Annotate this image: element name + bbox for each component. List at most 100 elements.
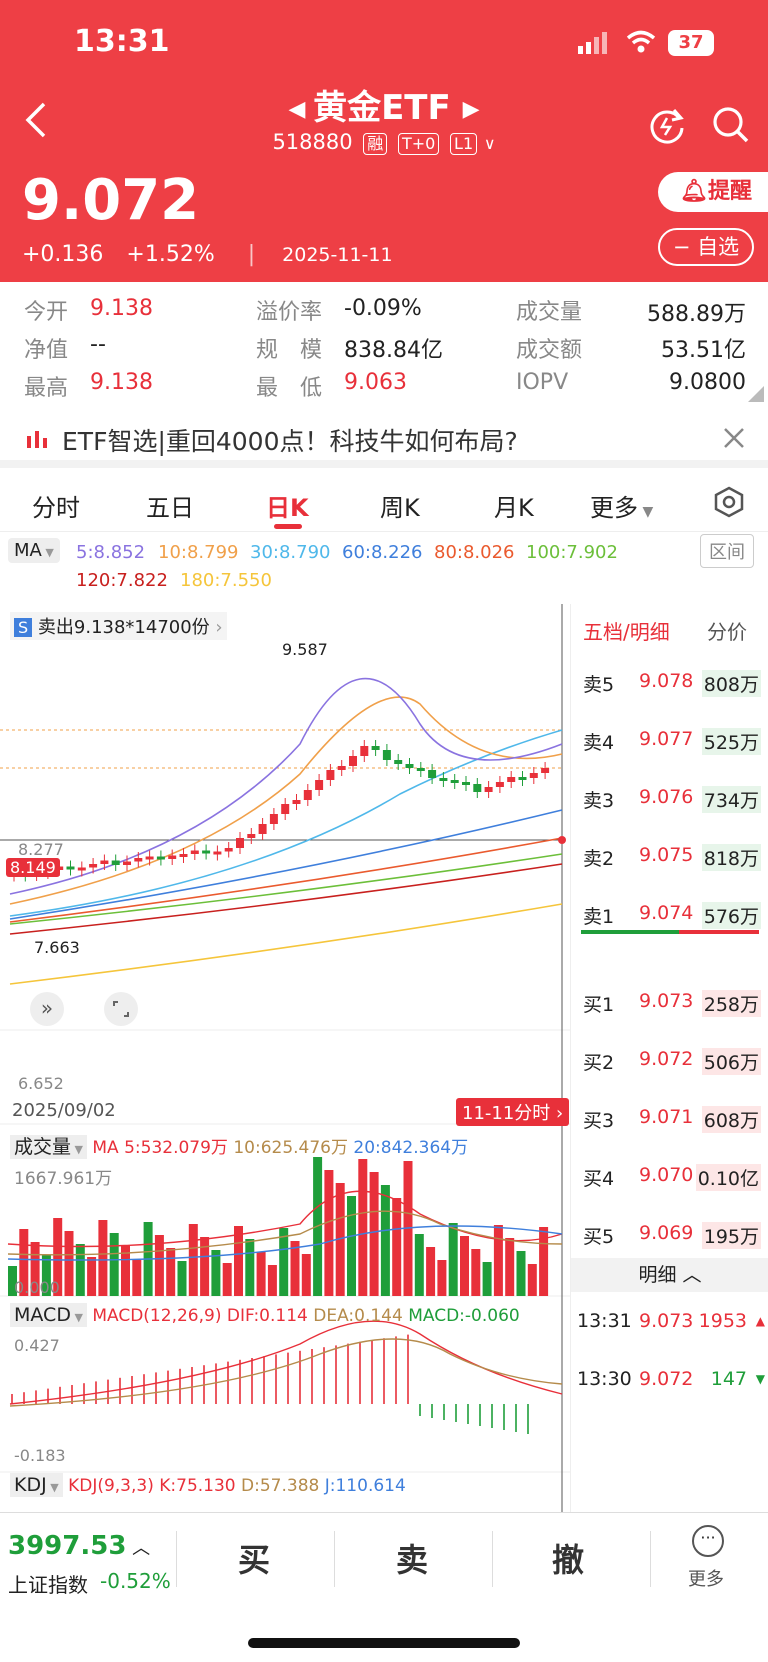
ma-line — [9, 809, 563, 920]
page-title[interactable]: ◀ 黄金ETF ▶ — [0, 80, 768, 129]
more-icon[interactable]: ··· — [692, 1525, 724, 1557]
volume-bar — [471, 1249, 481, 1296]
bid-row[interactable]: 买5 9.069 195万 — [571, 1214, 768, 1254]
candle-body — [66, 866, 75, 870]
bid-row[interactable]: 买1 9.073 258万 — [571, 982, 768, 1022]
tab-five-day[interactable]: 五日 — [146, 494, 194, 522]
volume-bar — [75, 1244, 85, 1296]
detail-toggle[interactable]: 明细 ︿ — [571, 1258, 768, 1292]
code-row[interactable]: 518880 融 T+0 L1 ∨ — [0, 130, 768, 155]
trade-date: 2025-11-11 — [282, 244, 393, 266]
volume-bar — [267, 1265, 277, 1296]
ask-row[interactable]: 卖3 9.076 734万 — [571, 778, 768, 818]
expand-corner-icon[interactable] — [748, 386, 764, 402]
candle-body — [507, 777, 516, 782]
tab-weekly-k[interactable]: 周K — [380, 494, 420, 522]
tab-more[interactable]: 更多 ▼ — [590, 494, 654, 522]
candle-body — [258, 824, 267, 834]
ma-line — [9, 863, 563, 935]
watchlist-button[interactable]: − 自选 — [658, 228, 754, 266]
ask-volume: 808万 — [701, 670, 761, 697]
sell-signal[interactable]: S 卖出9.138*14700份 › — [10, 612, 227, 640]
wifi-icon — [626, 30, 656, 53]
volume-bar — [448, 1223, 458, 1296]
volume-value: 588.89万 — [647, 302, 746, 327]
premium-label: 溢价率 — [256, 300, 323, 325]
volume-bar — [426, 1247, 436, 1296]
bid-row[interactable]: 买4 9.070 0.10亿 — [571, 1156, 768, 1196]
ask-row[interactable]: 卖1 9.074 576万 — [571, 894, 768, 934]
remind-button[interactable]: 🔔︎提醒 — [658, 172, 768, 212]
candle-body — [360, 746, 369, 756]
more-label[interactable]: 更多 — [688, 1569, 724, 1590]
bid-row[interactable]: 买2 9.072 506万 — [571, 1040, 768, 1080]
interval-button[interactable]: 区间 — [700, 534, 754, 568]
chevron-down-icon[interactable]: ∨ — [483, 134, 496, 153]
ask-row[interactable]: 卖4 9.077 525万 — [571, 720, 768, 760]
margin-tag: 融 — [363, 133, 388, 155]
order-book: 五档/明细 分价 卖5 9.078 808万 卖4 9.077 525万 卖3 9.076 73… — [570, 604, 768, 1512]
intraday-link[interactable]: 11-11分时 › — [456, 1098, 570, 1126]
buy-button[interactable]: 买 — [238, 1541, 271, 1579]
candle-body — [405, 764, 414, 768]
trade-direction-icon: ▼ — [755, 1372, 765, 1386]
bid-row[interactable]: 买3 9.071 608万 — [571, 1098, 768, 1138]
ma-value-80: 80:8.026 — [434, 542, 515, 563]
volume-bar — [539, 1227, 549, 1296]
back-button[interactable] — [24, 102, 48, 146]
ask-row[interactable]: 卖5 9.078 808万 — [571, 662, 768, 702]
change-row: +0.136 +1.52% | 2025-11-11 — [22, 242, 393, 267]
ma-value-180: 180:7.550 — [180, 570, 272, 591]
news-banner[interactable]: ETF智选|重回4000点！科技牛如何布局? — [0, 412, 768, 468]
settings-hex-icon[interactable] — [714, 486, 744, 518]
search-icon[interactable] — [712, 106, 750, 144]
tab-monthly-k[interactable]: 月K — [494, 494, 534, 522]
ma-selector[interactable]: MA ▼ — [8, 538, 60, 563]
ma-line — [9, 729, 563, 917]
trade-volume: 1953 — [698, 1310, 747, 1332]
fullscreen-icon[interactable] — [104, 992, 138, 1026]
trade-price: 9.073 — [639, 1310, 694, 1332]
battery-icon: 37 — [668, 30, 714, 56]
tab-daily-k[interactable]: 日K — [266, 494, 309, 522]
index-widget[interactable]: 3997.53 ︿ — [8, 1531, 151, 1561]
tab-price-dist[interactable]: 分价 — [707, 620, 747, 644]
candle-body — [450, 780, 459, 783]
candle-body — [100, 860, 109, 864]
prev-arrow-icon[interactable]: ◀ — [288, 97, 314, 122]
volume-bar — [256, 1252, 266, 1296]
candle-body — [292, 800, 301, 804]
volume-bar — [64, 1231, 74, 1296]
candle-body — [394, 760, 403, 764]
trade-row: 13:30 9.072 147 ▼ — [571, 1360, 768, 1400]
volume-selector[interactable]: 成交量 ▼ — [10, 1135, 87, 1159]
candle-body — [416, 768, 425, 771]
ask-volume: 525万 — [701, 728, 761, 755]
macd-selector[interactable]: MACD ▼ — [10, 1303, 87, 1327]
candle-body — [462, 782, 470, 785]
ask-row[interactable]: 卖2 9.075 818万 — [571, 836, 768, 876]
bell-icon: 🔔︎ — [680, 179, 708, 204]
volume-ma10 — [7, 1210, 563, 1256]
ask-level: 卖2 — [583, 848, 615, 870]
chart-canvas[interactable] — [0, 604, 570, 1512]
candle-body — [337, 766, 346, 770]
tab-depth[interactable]: 五档/明细 — [583, 620, 670, 644]
chevron-left-icon — [25, 102, 46, 138]
iopv-label: IOPV — [516, 370, 569, 395]
signal-s-icon: S — [14, 618, 33, 637]
ma-line — [9, 677, 563, 895]
current-price: 9.072 — [22, 168, 200, 233]
kdj-selector[interactable]: KDJ ▼ — [10, 1473, 63, 1497]
close-icon[interactable] — [722, 426, 746, 450]
next-arrow-icon[interactable]: ▶ — [462, 97, 480, 122]
low-label: 最 低 — [256, 376, 323, 401]
tab-intraday[interactable]: 分时 — [32, 494, 80, 522]
refresh-icon[interactable] — [648, 106, 686, 144]
sell-button[interactable]: 卖 — [396, 1541, 429, 1579]
cancel-button[interactable]: 撤 — [552, 1541, 585, 1579]
volume-bar — [245, 1239, 255, 1296]
candle-body — [269, 814, 278, 824]
fast-forward-icon[interactable]: » — [30, 992, 64, 1026]
kline-chart[interactable]: S 卖出9.138*14700份 › 9.587 7.663 8.277 8.1… — [0, 604, 570, 1512]
